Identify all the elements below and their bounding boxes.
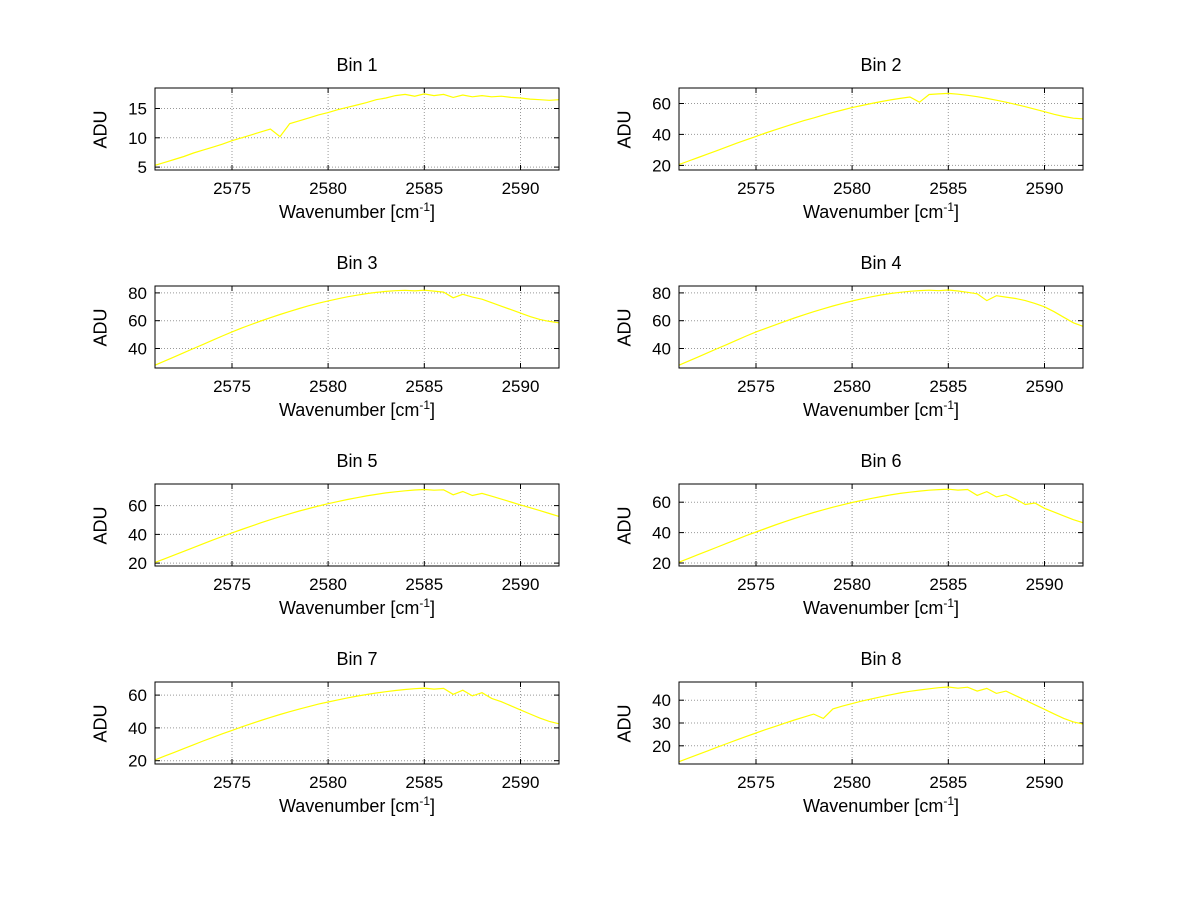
- svg-text:2580: 2580: [309, 179, 347, 198]
- svg-text:2580: 2580: [309, 377, 347, 396]
- svg-text:2575: 2575: [737, 575, 775, 594]
- chart-title: Bin 4: [860, 253, 902, 273]
- svg-text:20: 20: [128, 752, 147, 771]
- svg-text:2585: 2585: [929, 773, 967, 792]
- chart-title: Bin 2: [860, 55, 902, 75]
- x-axis-label: Wavenumber [cm-1]: [802, 200, 960, 222]
- svg-text:60: 60: [128, 497, 147, 516]
- svg-text:2575: 2575: [213, 575, 251, 594]
- svg-text:5: 5: [138, 158, 147, 177]
- svg-text:20: 20: [652, 554, 671, 573]
- plot-area: 2575 2580 2585 2590 20 40 60: [652, 483, 1084, 594]
- plot-area: 2575 2580 2585 2590 20 40 60: [652, 87, 1084, 198]
- svg-text:40: 40: [652, 125, 671, 144]
- svg-text:60: 60: [652, 312, 671, 331]
- svg-text:2585: 2585: [405, 575, 443, 594]
- svg-text:60: 60: [652, 493, 671, 512]
- plot-area: 2575 2580 2585 2590 20 40 60: [128, 681, 560, 792]
- subplot-bin-6: Bin 6 ADU 2575 2580 2585 2590 20 40 60 Wavenum…: [599, 450, 1099, 646]
- svg-text:2580: 2580: [833, 179, 871, 198]
- plot-area: 2575 2580 2585 2590 20 40 60: [128, 483, 560, 594]
- svg-text:2590: 2590: [502, 575, 540, 594]
- svg-text:2580: 2580: [833, 773, 871, 792]
- svg-text:2585: 2585: [929, 377, 967, 396]
- svg-text:30: 30: [652, 714, 671, 733]
- subplot-bin-7: Bin 7 ADU 2575 2580 2585 2590 20 40 60 Wavenum…: [75, 648, 575, 844]
- x-axis-label: Wavenumber [cm-1]: [278, 596, 436, 618]
- svg-text:10: 10: [128, 129, 147, 148]
- subplot-bin-4: Bin 4 ADU 2575 2580 2585 2590 40 60 80 Wavenum…: [599, 252, 1099, 448]
- svg-text:2590: 2590: [502, 179, 540, 198]
- svg-text:2585: 2585: [405, 179, 443, 198]
- svg-text:60: 60: [128, 312, 147, 331]
- svg-text:2575: 2575: [213, 377, 251, 396]
- subplot-bin-2: Bin 2 ADU 2575 2580 2585 2590 20 40 60 Wavenum…: [599, 54, 1099, 250]
- svg-text:80: 80: [652, 284, 671, 303]
- plot-area: 2575 2580 2585 2590 40 60 80: [652, 284, 1084, 396]
- plot-area: 2575 2580 2585 2590 20 30 40: [652, 681, 1084, 792]
- svg-text:2585: 2585: [405, 773, 443, 792]
- svg-text:40: 40: [652, 340, 671, 359]
- svg-text:2585: 2585: [929, 575, 967, 594]
- svg-text:40: 40: [128, 340, 147, 359]
- svg-text:40: 40: [128, 719, 147, 738]
- chart-title: Bin 6: [860, 451, 902, 471]
- plot-area: 2575 2580 2585 2590 40 60 80: [128, 284, 560, 396]
- svg-text:2575: 2575: [213, 773, 251, 792]
- svg-text:2575: 2575: [213, 179, 251, 198]
- svg-text:2590: 2590: [1026, 575, 1064, 594]
- x-axis-label: Wavenumber [cm-1]: [802, 794, 960, 816]
- svg-text:20: 20: [652, 737, 671, 756]
- svg-text:80: 80: [128, 284, 147, 303]
- svg-text:2575: 2575: [737, 179, 775, 198]
- chart-title: Bin 3: [336, 253, 378, 273]
- svg-text:40: 40: [652, 524, 671, 543]
- chart-title: Bin 1: [336, 55, 378, 75]
- svg-text:2580: 2580: [309, 575, 347, 594]
- svg-text:2585: 2585: [929, 179, 967, 198]
- svg-text:2575: 2575: [737, 377, 775, 396]
- subplot-bin-3: Bin 3 ADU 2575 2580 2585 2590 40 60 80 Wavenum…: [75, 252, 575, 448]
- subplot-bin-1: Bin 1 ADU 2575 2580 2585 2590 5 10 15 Wavenumb…: [75, 54, 575, 250]
- chart-title: Bin 5: [336, 451, 378, 471]
- svg-text:40: 40: [652, 691, 671, 710]
- svg-text:2585: 2585: [405, 377, 443, 396]
- plot-area: 2575 2580 2585 2590 5 10 15: [128, 87, 560, 198]
- svg-text:2580: 2580: [833, 377, 871, 396]
- chart-title: Bin 7: [336, 649, 378, 669]
- x-axis-label: Wavenumber [cm-1]: [802, 398, 960, 420]
- x-axis-label: Wavenumber [cm-1]: [278, 794, 436, 816]
- subplot-bin-8: Bin 8 ADU 2575 2580 2585 2590 20 30 40 Wavenum…: [599, 648, 1099, 844]
- svg-text:2590: 2590: [1026, 179, 1064, 198]
- x-axis-label: Wavenumber [cm-1]: [278, 200, 436, 222]
- svg-text:2590: 2590: [1026, 377, 1064, 396]
- svg-text:20: 20: [652, 156, 671, 175]
- svg-text:20: 20: [128, 554, 147, 573]
- svg-text:2590: 2590: [1026, 773, 1064, 792]
- subplot-bin-5: Bin 5 ADU 2575 2580 2585 2590 20 40 60 Wavenum…: [75, 450, 575, 646]
- svg-text:60: 60: [652, 95, 671, 114]
- x-axis-label: Wavenumber [cm-1]: [278, 398, 436, 420]
- svg-text:2580: 2580: [833, 575, 871, 594]
- svg-text:15: 15: [128, 100, 147, 119]
- svg-text:2575: 2575: [737, 773, 775, 792]
- svg-text:40: 40: [128, 525, 147, 544]
- svg-text:2590: 2590: [502, 377, 540, 396]
- svg-text:2580: 2580: [309, 773, 347, 792]
- svg-text:60: 60: [128, 686, 147, 705]
- x-axis-label: Wavenumber [cm-1]: [802, 596, 960, 618]
- chart-title: Bin 8: [860, 649, 902, 669]
- svg-text:2590: 2590: [502, 773, 540, 792]
